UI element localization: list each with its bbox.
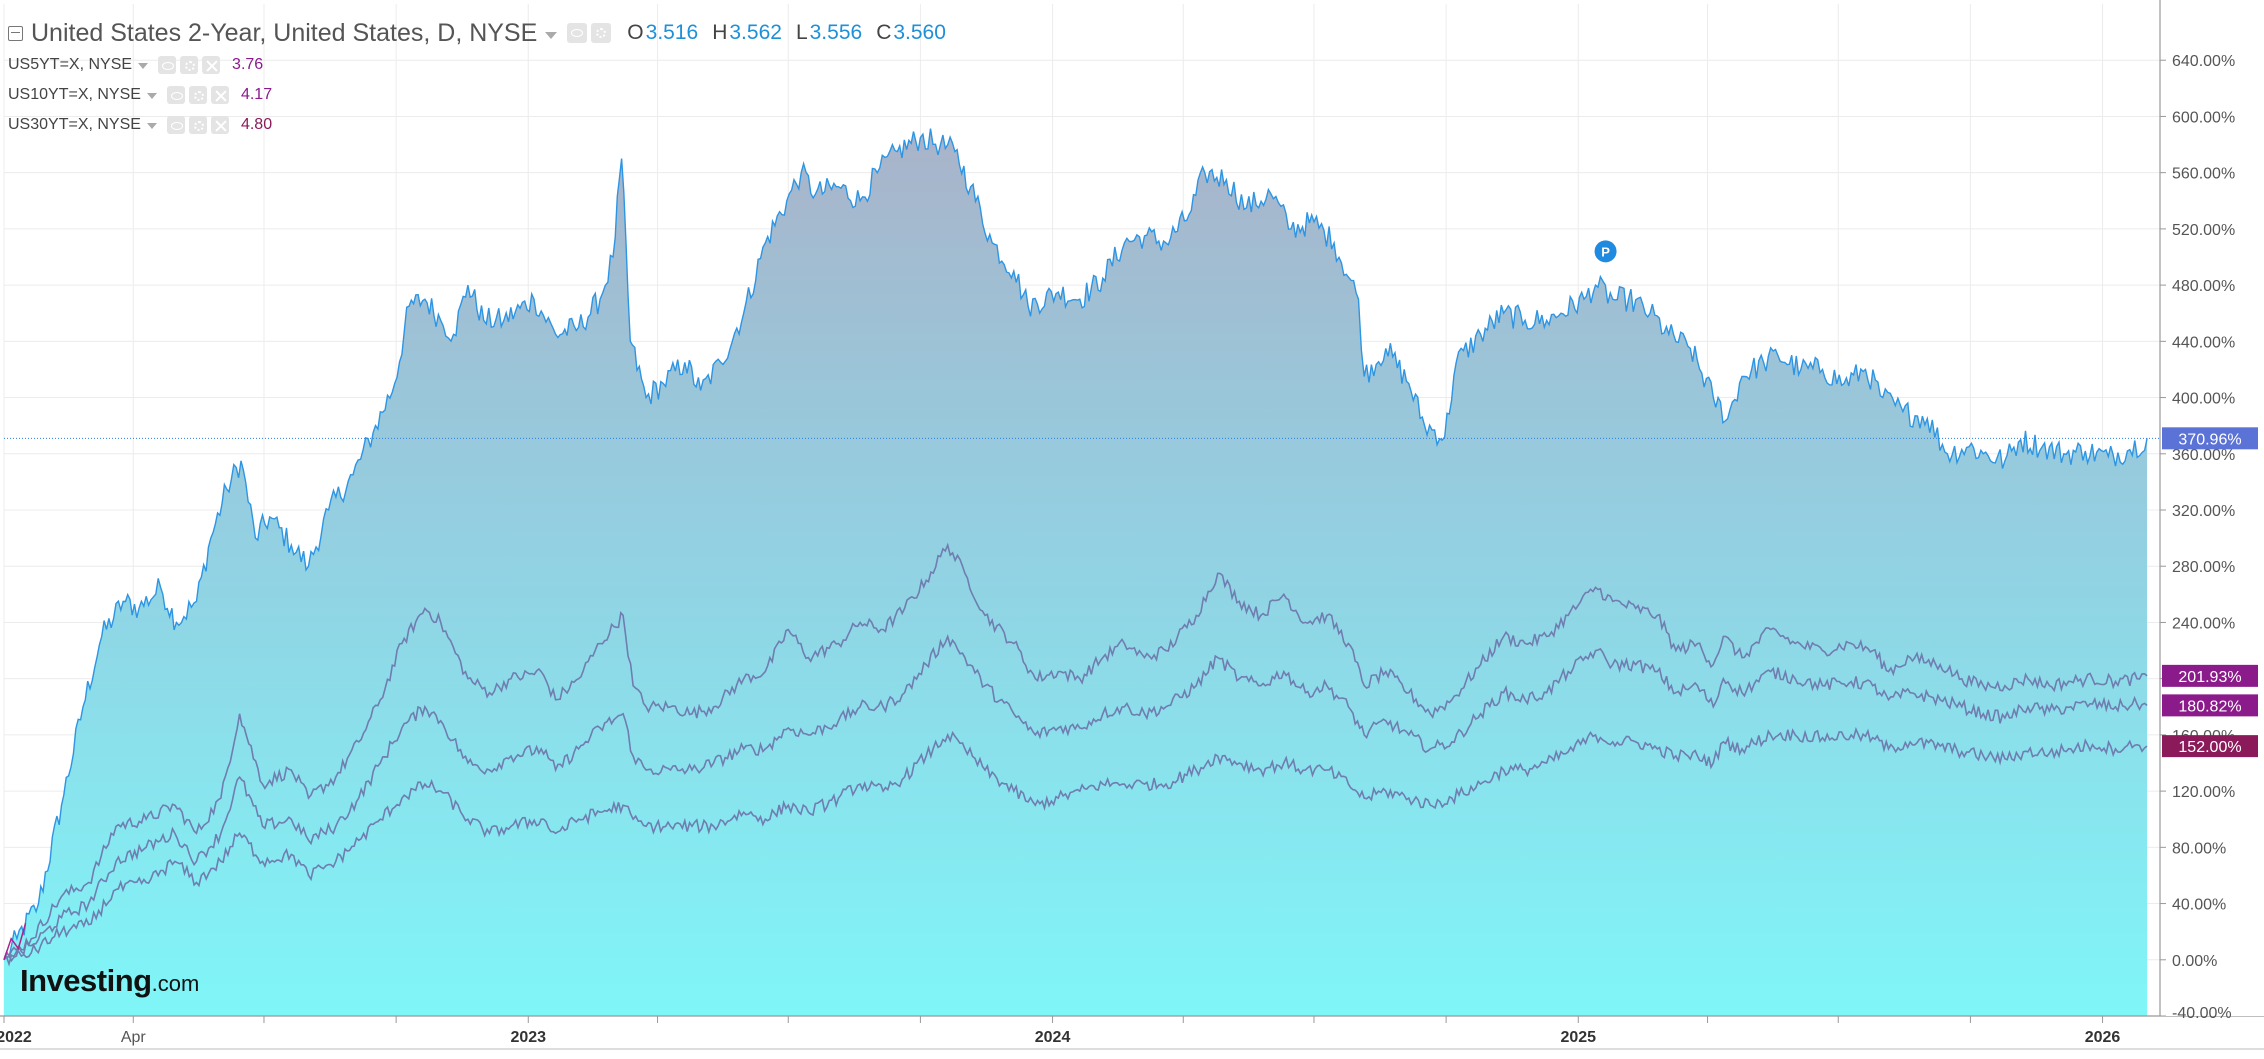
gear-icon[interactable] [180,56,199,74]
y-tick-label: 240.00% [2172,615,2235,632]
chevron-down-icon[interactable] [146,123,157,129]
y-tick-label: 640.00% [2172,53,2235,70]
x-tick-label: 2023 [510,1029,546,1046]
last-value-tag [2162,694,2258,717]
high-value: 3.562 [729,21,782,44]
eye-icon[interactable] [166,116,185,134]
legend-symbol: US30YT=X, NYSE [8,116,141,133]
legend: United States 2-Year, United States, D, … [8,16,960,140]
series-line-us30yt-x [3,726,2148,967]
legend-last-value: 4.80 [240,116,273,133]
y-tick-label: 600.00% [2172,109,2235,126]
y-tick-label: 120.00% [2172,784,2235,801]
marker-label: P [1601,244,1610,259]
y-tick-label: 320.00% [2172,503,2235,520]
ohlc-readout: O 3.516 H 3.562 L 3.556 C 3.560 [627,21,960,45]
last-value-tag [2162,664,2258,687]
y-tick-label: -40.00% [2172,1005,2232,1022]
legend-last-value: 3.76 [232,56,264,73]
open-value: 3.516 [645,21,699,44]
area-layer [3,128,2148,1017]
eye-icon[interactable] [158,56,177,74]
legend-symbol: US5YT=X, NYSE [8,56,133,73]
y-tick-label: 440.00% [2172,334,2235,351]
main-series-title: United States 2-Year, United States, D, … [31,18,538,47]
high-label: H [712,21,728,44]
last-value-tag [2162,427,2258,450]
last-value-text: 152.00% [2178,739,2241,756]
low-label: L [795,21,808,44]
eye-icon[interactable] [567,23,588,43]
open-label: O [627,21,644,44]
x-axis-band [0,1017,2264,1054]
legend-row-us30y[interactable]: US30YT=X, NYSE 4.80 [8,110,960,140]
legend-row-us10y[interactable]: US10YT=X, NYSE 4.17 [8,80,960,110]
y-axis-band [2161,0,2264,1016]
close-icon[interactable] [210,86,229,104]
close-icon[interactable] [202,56,221,74]
series-line-us10yt-x [3,633,2148,963]
area-fill-2y [4,128,2148,1017]
y-tick-label: 480.00% [2172,278,2235,295]
y-tick-label: 400.00% [2172,391,2235,408]
chevron-down-icon[interactable] [138,63,149,69]
x-tick-label: 2026 [2085,1029,2121,1046]
gear-icon[interactable] [188,116,207,134]
logo-text: Investing [20,963,152,998]
eye-icon[interactable] [166,86,185,104]
investing-logo: Investing .com [20,963,199,999]
legend-row-us5y[interactable]: US5YT=X, NYSE 3.76 [8,50,960,80]
logo-tld: .com [151,971,200,996]
low-value: 3.556 [809,21,863,44]
gear-icon[interactable] [591,23,612,43]
close-icon[interactable] [210,116,229,134]
y-tick-label: 80.00% [2172,840,2226,857]
last-value-text: 201.93% [2178,669,2241,686]
last-value-tag [2162,735,2258,758]
x-tick-label: 2022 [0,1029,32,1046]
x-tick-label: 2025 [1560,1029,1596,1046]
chevron-down-icon[interactable] [146,93,157,99]
y-tick-label: 40.00% [2172,897,2226,914]
close-value: 3.560 [893,21,946,44]
last-value-text: 370.96% [2178,431,2241,448]
line-layer [3,437,2160,967]
y-tick-label: 360.00% [2172,447,2235,464]
marker-p-icon[interactable] [1594,240,1617,263]
y-tick-label: 520.00% [2172,222,2235,239]
collapse-icon[interactable] [8,25,23,41]
label-layer: P 370.96% 201.93% 180.82% 152.00% [1594,240,2258,758]
x-tick-label: 2024 [1035,1029,1071,1046]
legend-main-row: United States 2-Year, United States, D, … [8,16,960,50]
legend-last-value: 4.17 [240,86,273,103]
close-label: C [876,21,892,44]
start-segment [3,923,27,961]
y-tick-label: 280.00% [2172,559,2235,576]
y-tick-label: 560.00% [2172,166,2235,183]
chevron-down-icon[interactable] [545,31,558,39]
gear-icon[interactable] [188,86,207,104]
legend-symbol: US10YT=X, NYSE [8,86,141,103]
x-tick-label: Apr [121,1029,147,1046]
y-tick-label: 0.00% [2172,953,2217,970]
series-line-2y [3,128,2148,961]
last-value-text: 180.82% [2178,698,2241,715]
series-line-us5yt-x [3,542,2148,961]
